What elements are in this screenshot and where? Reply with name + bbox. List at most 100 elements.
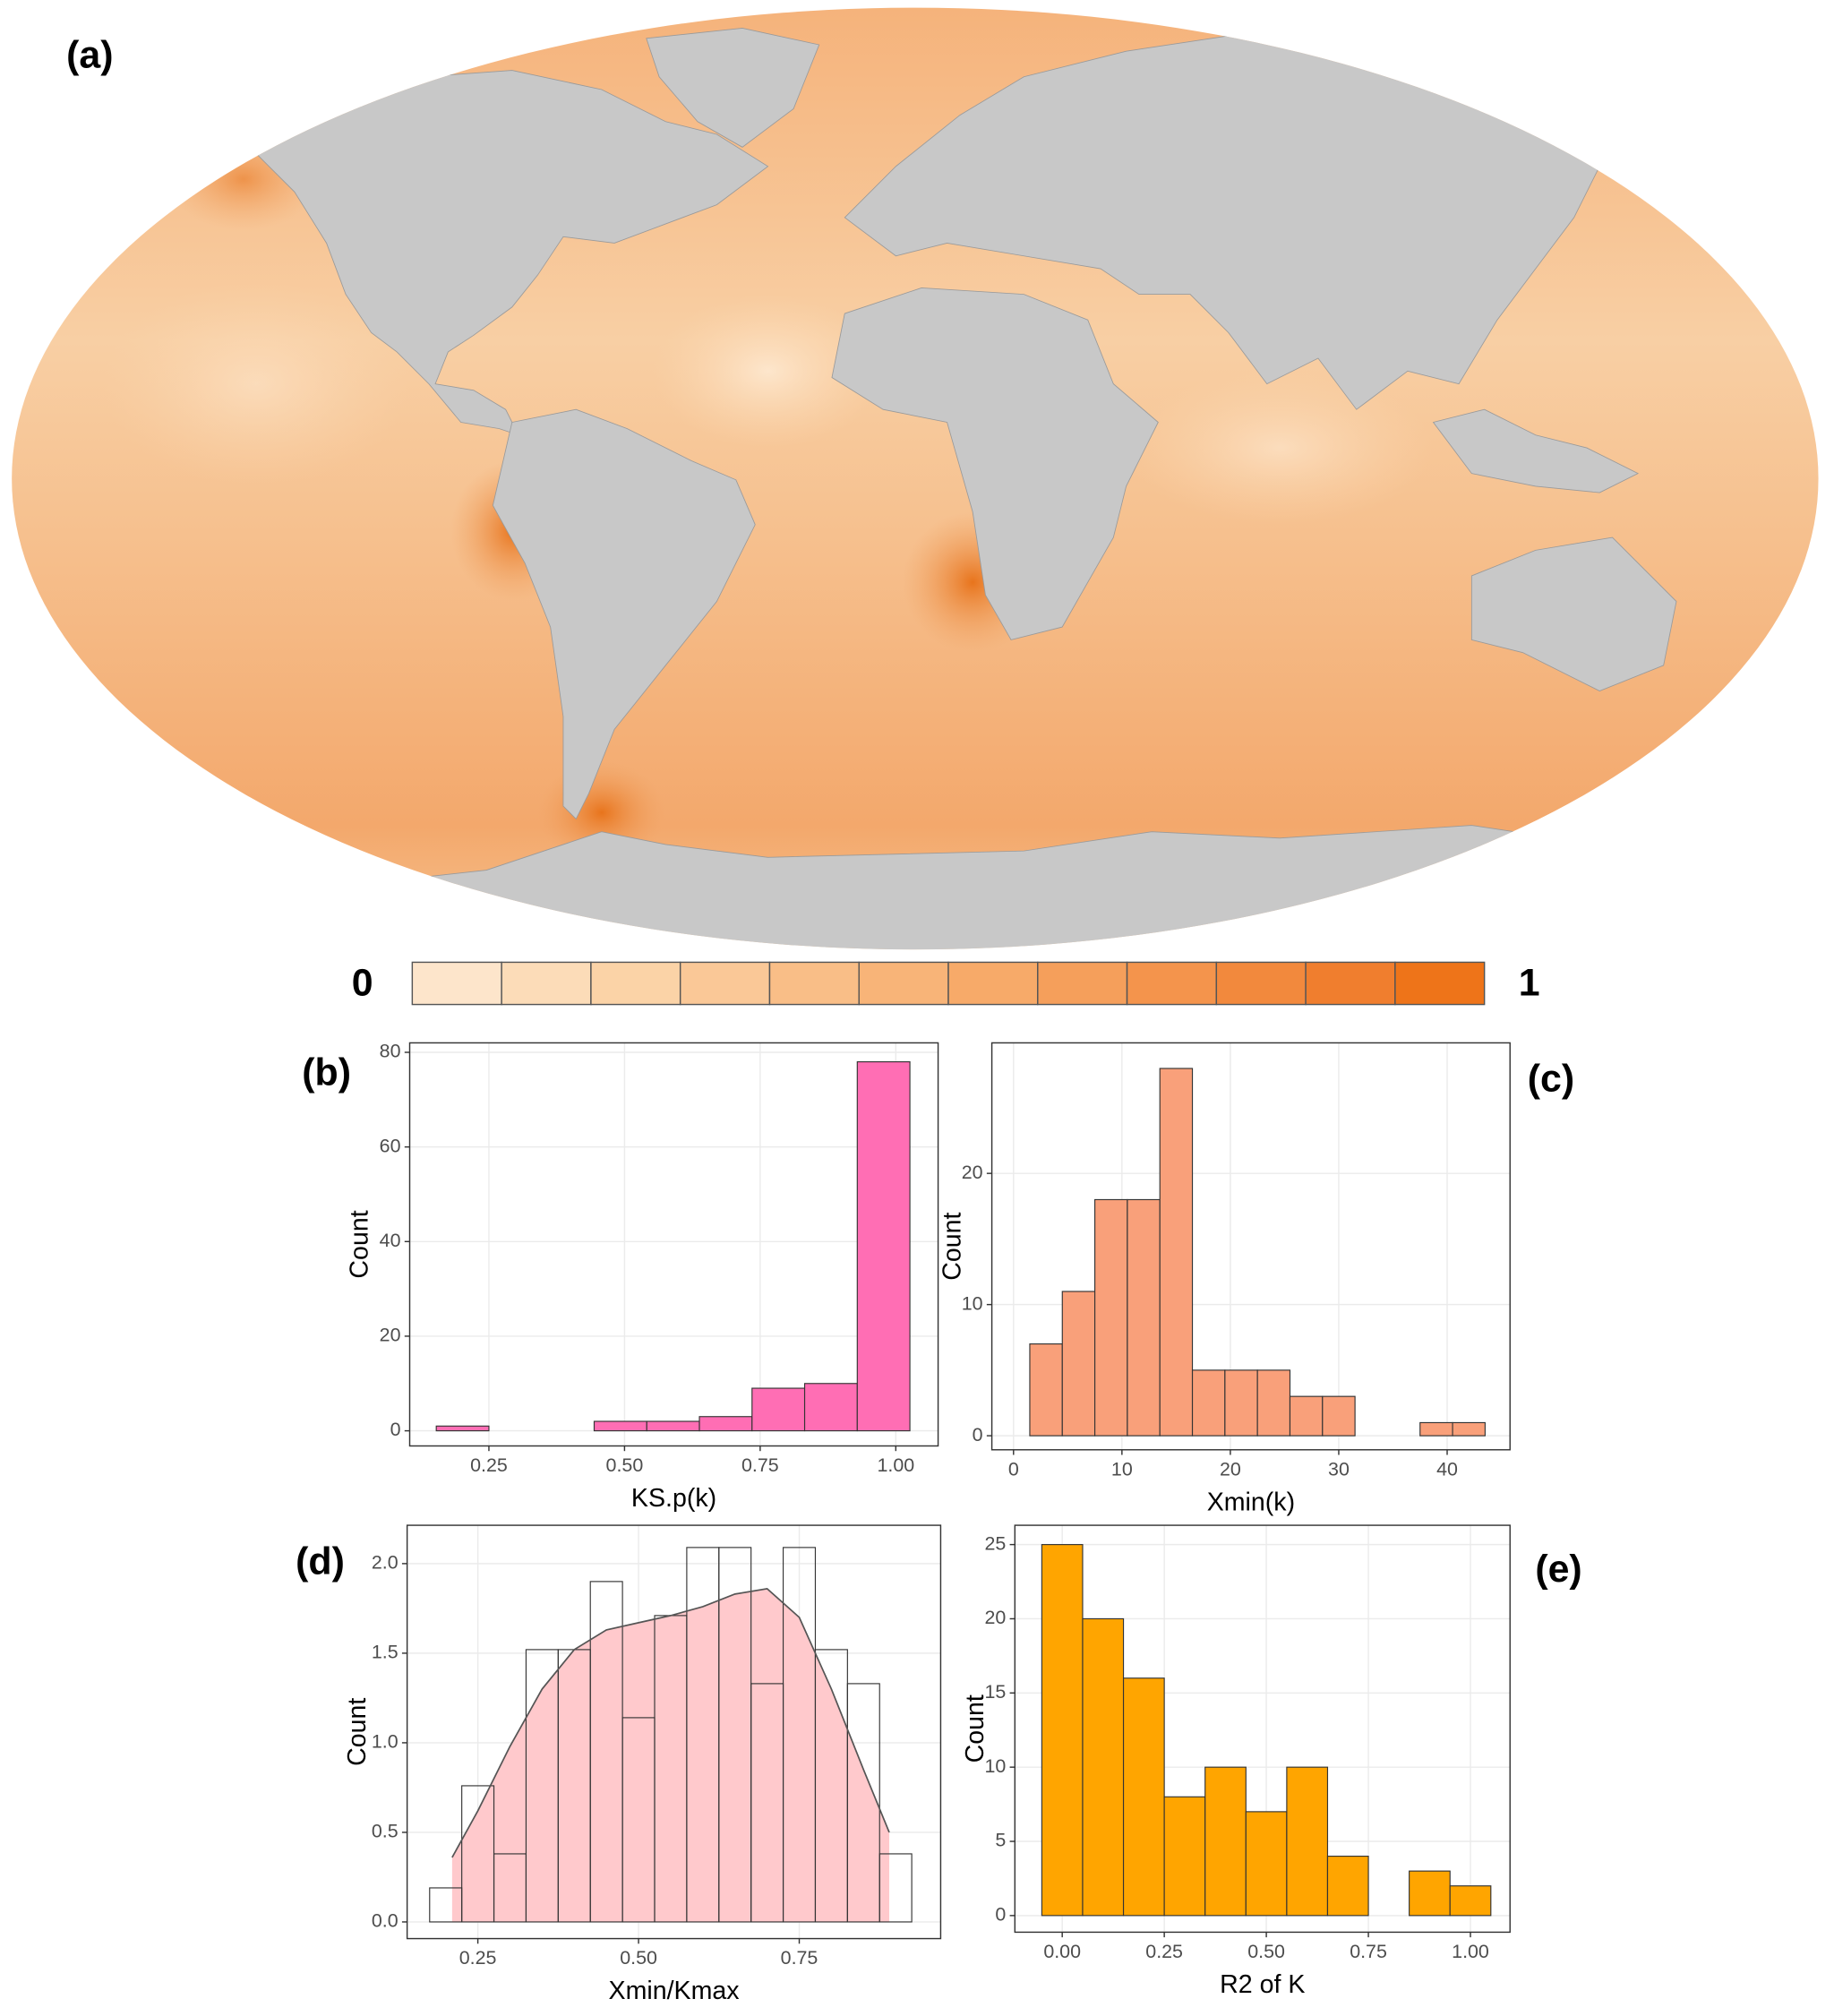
x-tick-label: 0.25 xyxy=(470,1454,508,1476)
y-tick-label: 25 xyxy=(984,1532,1006,1554)
x-tick-label: 20 xyxy=(1220,1458,1241,1480)
density-line xyxy=(451,1587,890,1858)
y-tick-label: 5 xyxy=(995,1830,1006,1851)
y-tick-label: 40 xyxy=(380,1230,401,1251)
y-tick-label: 0.0 xyxy=(372,1910,399,1932)
y-tick-label: 60 xyxy=(380,1135,401,1156)
x-tick-label: 0 xyxy=(1008,1458,1019,1480)
world-map xyxy=(12,7,1819,950)
colorbar-cell xyxy=(858,961,949,1006)
plot-border xyxy=(990,1042,1511,1451)
y-axis-title: Count xyxy=(343,1698,372,1766)
density-area xyxy=(451,1588,890,1922)
histogram-bar xyxy=(1082,1617,1125,1917)
histogram-bar xyxy=(803,1383,858,1432)
histogram-bar xyxy=(1163,1796,1206,1917)
x-tick-label: 0.75 xyxy=(741,1454,779,1476)
histogram-bar xyxy=(846,1683,880,1923)
colorbar-cell xyxy=(947,961,1039,1006)
x-tick-label: 1.00 xyxy=(877,1454,914,1476)
histogram-bar xyxy=(1122,1677,1165,1917)
plot-border xyxy=(1014,1524,1511,1934)
histogram-bar xyxy=(435,1425,490,1432)
colorbar-max-label: 1 xyxy=(1519,961,1540,1004)
colorbar-cell xyxy=(1037,961,1128,1006)
y-axis-title: Count xyxy=(346,1210,374,1278)
y-tick-label: 1.0 xyxy=(372,1731,399,1753)
histogram-bar xyxy=(1322,1395,1356,1437)
y-tick-label: 10 xyxy=(962,1292,983,1314)
x-tick-label: 0.00 xyxy=(1043,1941,1081,1962)
colorbar-cell xyxy=(590,961,681,1006)
y-tick-label: 0 xyxy=(973,1424,983,1446)
colorbar-cell xyxy=(1305,961,1396,1006)
histogram-bar xyxy=(1452,1421,1486,1437)
colorbar-cell xyxy=(1126,961,1218,1006)
histogram-bar xyxy=(1061,1291,1096,1437)
histogram-bar xyxy=(1029,1343,1063,1437)
histogram-bar xyxy=(856,1060,911,1432)
x-axis-title: Xmin/Kmax xyxy=(609,1977,740,2005)
y-tick-label: 0 xyxy=(995,1904,1006,1926)
x-tick-label: 0.75 xyxy=(781,1947,818,1969)
histogram-bar xyxy=(1326,1856,1369,1917)
colorbar-cell xyxy=(411,961,502,1006)
x-tick-label: 0.75 xyxy=(1350,1941,1387,1962)
panel-label: (e) xyxy=(1535,1548,1581,1591)
panel-label: (c) xyxy=(1528,1058,1574,1101)
y-tick-label: 0.5 xyxy=(372,1821,399,1842)
colorbar-cell xyxy=(501,961,592,1006)
y-tick-label: 20 xyxy=(962,1162,983,1183)
plot-border xyxy=(408,1042,939,1447)
colorbar-cell xyxy=(1394,961,1486,1006)
colorbar-cell xyxy=(1215,961,1307,1006)
x-tick-label: 0.25 xyxy=(1145,1941,1183,1962)
x-tick-label: 0.25 xyxy=(459,1947,497,1969)
histogram-bar xyxy=(593,1420,647,1432)
histogram-bar xyxy=(751,1387,806,1432)
histogram-bar xyxy=(1191,1369,1226,1437)
histogram-bar xyxy=(1204,1766,1247,1917)
colorbar-min-label: 0 xyxy=(352,961,373,1004)
y-tick-label: 20 xyxy=(984,1607,1006,1628)
histogram-bar xyxy=(1094,1198,1128,1437)
histogram-bar xyxy=(1224,1369,1258,1437)
panel-label: (d) xyxy=(296,1540,345,1583)
x-tick-label: 0.50 xyxy=(606,1454,644,1476)
y-tick-label: 20 xyxy=(380,1325,401,1346)
x-tick-label: 0.50 xyxy=(620,1947,657,1969)
histogram-bar xyxy=(1256,1369,1291,1437)
x-tick-label: 10 xyxy=(1111,1458,1133,1480)
histogram-bar xyxy=(1449,1885,1492,1917)
y-tick-label: 10 xyxy=(984,1755,1006,1777)
x-axis-title: KS.p(k) xyxy=(631,1484,716,1513)
histogram-bar xyxy=(1159,1068,1194,1437)
x-tick-label: 30 xyxy=(1328,1458,1350,1480)
panel-label: (b) xyxy=(302,1051,351,1094)
x-tick-label: 1.00 xyxy=(1452,1941,1489,1962)
histogram-bar xyxy=(1127,1198,1161,1437)
histogram-bar xyxy=(698,1416,753,1432)
histogram-bar xyxy=(1041,1544,1084,1917)
x-tick-label: 0.50 xyxy=(1247,1941,1285,1962)
y-tick-label: 15 xyxy=(984,1681,1006,1703)
y-tick-label: 1.5 xyxy=(372,1642,399,1663)
y-tick-label: 0 xyxy=(390,1419,401,1440)
histogram-bar xyxy=(1419,1421,1453,1437)
y-tick-label: 80 xyxy=(380,1041,401,1062)
histogram-bar xyxy=(1409,1870,1451,1917)
histogram-bar xyxy=(1289,1395,1324,1437)
plot-border xyxy=(406,1524,942,1940)
colorbar-cell xyxy=(768,961,860,1006)
y-tick-label: 2.0 xyxy=(372,1552,399,1574)
plot-panel xyxy=(409,1042,938,1446)
y-axis-title: Count xyxy=(938,1212,966,1280)
histogram-bar xyxy=(646,1420,700,1432)
colorbar-cell xyxy=(679,961,771,1006)
histogram-bar xyxy=(878,1853,913,1923)
x-tick-label: 40 xyxy=(1436,1458,1458,1480)
y-axis-title: Count xyxy=(961,1694,990,1763)
x-axis-title: R2 of K xyxy=(1220,1970,1305,1999)
histogram-bar xyxy=(1245,1811,1288,1917)
